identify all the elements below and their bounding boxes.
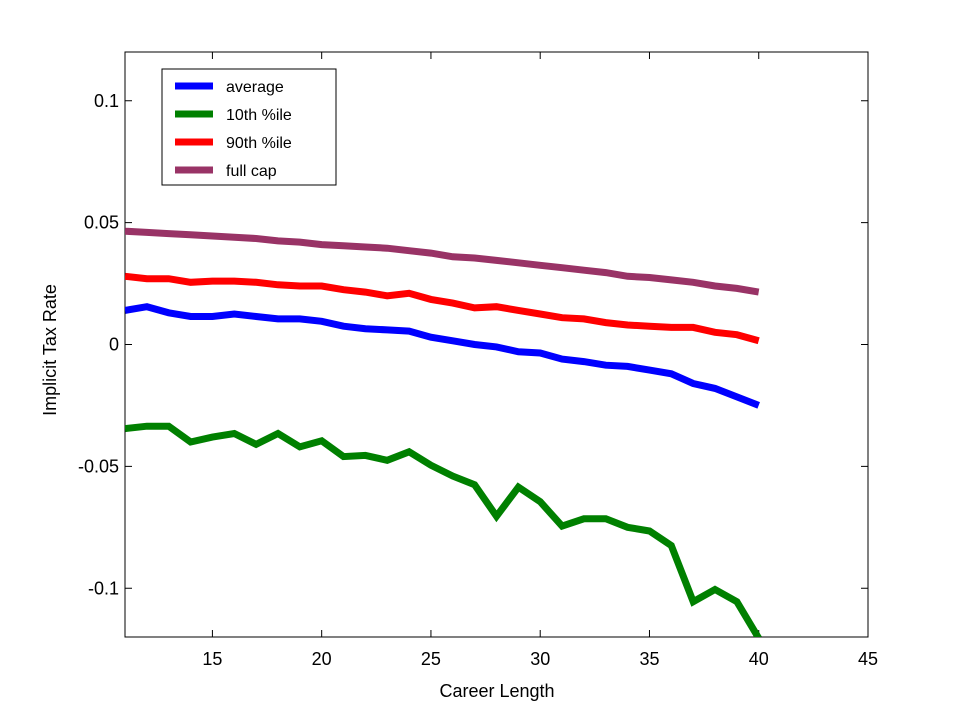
axis-ticks bbox=[125, 52, 869, 637]
x-tick-label: 15 bbox=[202, 649, 222, 669]
y-tick-label: 0.05 bbox=[84, 213, 119, 233]
legend-label-90th-ile: 90th %ile bbox=[226, 135, 292, 152]
x-tick-label: 25 bbox=[421, 649, 441, 669]
y-axis-label: Implicit Tax Rate bbox=[40, 284, 60, 416]
series-line-full-cap bbox=[125, 227, 760, 296]
series-group bbox=[125, 227, 762, 637]
legend-label-average: average bbox=[226, 79, 284, 96]
x-tick-label: 20 bbox=[312, 649, 332, 669]
x-tick-label: 40 bbox=[749, 649, 769, 669]
y-tick-label: -0.1 bbox=[88, 578, 119, 598]
x-tick-label: 30 bbox=[530, 649, 550, 669]
x-tick-label: 45 bbox=[858, 649, 878, 669]
legend-label-full-cap: full cap bbox=[226, 163, 277, 180]
series-line-10th-ile bbox=[125, 422, 762, 637]
y-tick-label: 0.1 bbox=[94, 91, 119, 111]
series-line-average bbox=[125, 303, 760, 409]
legend: average 10th %ile 90th %ile full cap bbox=[161, 68, 337, 186]
x-tick-label: 35 bbox=[639, 649, 659, 669]
legend-label-10th-ile: 10th %ile bbox=[226, 107, 292, 124]
axis-tick-labels: 15 20 25 30 35 40 45 0.1 0.05 0 -0.05 -0.1 bbox=[78, 91, 878, 669]
y-tick-label: 0 bbox=[109, 335, 119, 355]
y-tick-label: -0.05 bbox=[78, 456, 119, 476]
series-line-90th-ile bbox=[125, 272, 760, 345]
x-axis-label: Career Length bbox=[439, 681, 554, 701]
